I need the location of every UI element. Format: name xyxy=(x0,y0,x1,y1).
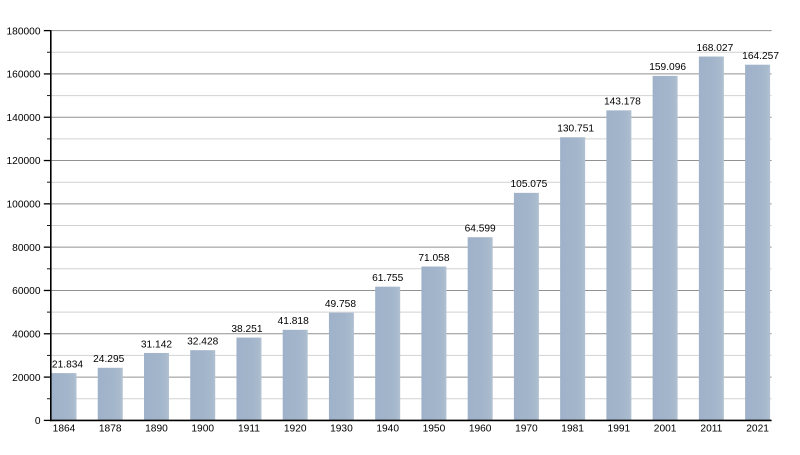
svg-text:180000: 180000 xyxy=(7,26,41,37)
svg-text:38.251: 38.251 xyxy=(231,324,262,335)
svg-text:164.257: 164.257 xyxy=(742,51,779,62)
svg-text:21.834: 21.834 xyxy=(52,359,83,370)
svg-text:71.058: 71.058 xyxy=(418,253,449,264)
svg-text:40000: 40000 xyxy=(12,329,41,340)
svg-text:1890: 1890 xyxy=(145,424,168,435)
svg-text:1970: 1970 xyxy=(515,424,538,435)
svg-text:31.142: 31.142 xyxy=(141,339,172,350)
svg-text:160000: 160000 xyxy=(7,70,41,81)
svg-text:41.818: 41.818 xyxy=(278,316,309,327)
svg-text:2021: 2021 xyxy=(746,424,769,435)
svg-text:1981: 1981 xyxy=(561,424,584,435)
svg-text:20000: 20000 xyxy=(12,373,41,384)
svg-text:2001: 2001 xyxy=(654,424,677,435)
svg-text:120000: 120000 xyxy=(7,156,41,167)
svg-text:159.096: 159.096 xyxy=(649,62,686,73)
svg-text:1950: 1950 xyxy=(423,424,446,435)
svg-text:1900: 1900 xyxy=(191,424,214,435)
svg-text:143.178: 143.178 xyxy=(604,97,641,108)
svg-text:64.599: 64.599 xyxy=(465,224,496,235)
svg-text:140000: 140000 xyxy=(7,113,41,124)
svg-text:105.075: 105.075 xyxy=(510,179,547,190)
svg-text:1940: 1940 xyxy=(376,424,399,435)
svg-text:61.755: 61.755 xyxy=(372,273,403,284)
svg-text:49.758: 49.758 xyxy=(325,299,356,310)
svg-text:1864: 1864 xyxy=(53,424,76,435)
svg-text:1878: 1878 xyxy=(99,424,122,435)
svg-text:1960: 1960 xyxy=(469,424,492,435)
svg-text:1991: 1991 xyxy=(608,424,631,435)
svg-text:60000: 60000 xyxy=(12,286,41,297)
svg-text:0: 0 xyxy=(35,416,41,427)
svg-text:32.428: 32.428 xyxy=(187,336,218,347)
svg-text:130.751: 130.751 xyxy=(557,124,594,135)
svg-text:80000: 80000 xyxy=(12,243,41,254)
svg-text:1930: 1930 xyxy=(330,424,353,435)
svg-text:2011: 2011 xyxy=(700,424,722,435)
svg-text:1920: 1920 xyxy=(284,424,307,435)
svg-text:1911: 1911 xyxy=(238,424,260,435)
svg-text:168.027: 168.027 xyxy=(696,43,733,54)
svg-text:100000: 100000 xyxy=(7,200,41,211)
svg-text:24.295: 24.295 xyxy=(93,354,124,365)
